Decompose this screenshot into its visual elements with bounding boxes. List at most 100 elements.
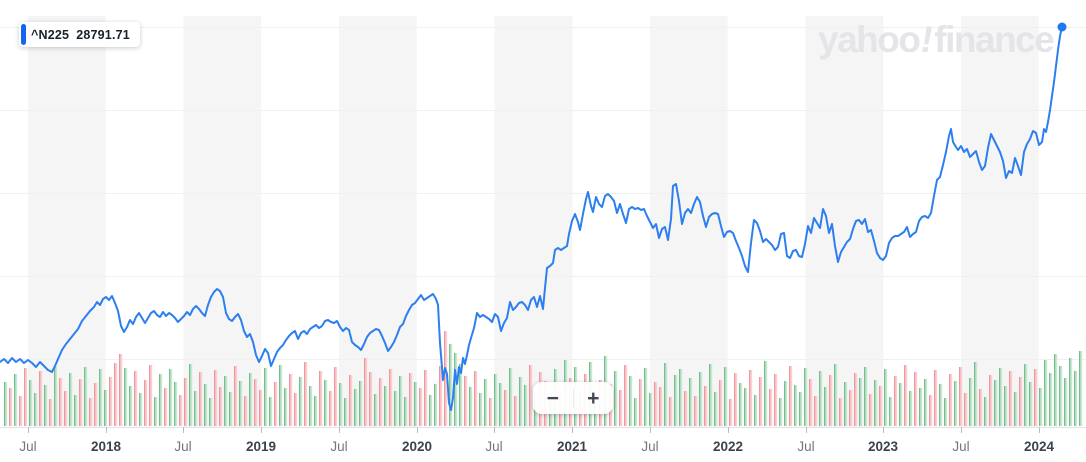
x-axis-labels: Jul 2018 Jul 2019 Jul 2020 Jul 2021 Jul 2022 Jul 20… xyxy=(19,439,1054,454)
x-axis-label: 2018 xyxy=(91,439,122,454)
volume-bar-highlight xyxy=(685,391,688,426)
volume-bar-highlight xyxy=(435,384,438,426)
volume-bar-highlight xyxy=(380,378,383,426)
volume-bar-highlight xyxy=(505,390,508,426)
volume-bar xyxy=(774,374,776,426)
volume-bar-highlight xyxy=(700,372,703,426)
volume-bar xyxy=(214,370,216,426)
volume-bar xyxy=(1079,351,1081,426)
volume-bar xyxy=(839,398,841,426)
volume-bar-highlight xyxy=(1065,378,1068,426)
volume-bar-highlight xyxy=(780,398,783,426)
background-stripe xyxy=(494,16,573,427)
x-axis-ticks xyxy=(28,427,1040,433)
volume-bar xyxy=(964,393,966,426)
volume-bar xyxy=(159,374,161,426)
volume-bar xyxy=(299,377,301,426)
volume-bar-highlight xyxy=(1030,382,1033,426)
volume-bar xyxy=(114,363,116,426)
zoom-controls-divider xyxy=(572,388,574,408)
volume-bar-highlight xyxy=(525,385,528,426)
volume-bar-highlight xyxy=(100,369,103,426)
volume-bar xyxy=(84,367,86,426)
volume-bar xyxy=(884,369,886,426)
volume-bar-highlight xyxy=(970,378,973,426)
volume-bar-highlight xyxy=(10,388,13,426)
volume-bar xyxy=(319,371,321,426)
volume-bar xyxy=(369,372,371,426)
volume-bar-highlight xyxy=(390,369,393,426)
volume-bar xyxy=(794,385,796,426)
volume-bar-highlight xyxy=(415,382,418,426)
volume-bar-highlight xyxy=(955,381,958,426)
volume-bar-highlight xyxy=(90,398,93,426)
volume-bar-highlight xyxy=(185,378,188,426)
volume-bar xyxy=(819,371,821,426)
volume-bar-highlight xyxy=(1015,392,1018,426)
volume-bar-highlight xyxy=(55,366,58,426)
volume-bar-highlight xyxy=(830,375,833,426)
volume-bar xyxy=(959,367,961,426)
volume-bar xyxy=(419,388,421,426)
volume-bar xyxy=(394,391,396,426)
volume-bar xyxy=(919,388,921,426)
volume-bar xyxy=(399,376,401,426)
volume-bar xyxy=(704,386,706,426)
volume-bar xyxy=(614,371,616,426)
volume-bar-highlight xyxy=(465,376,468,426)
volume-bar xyxy=(349,375,351,426)
last-price-dot xyxy=(1057,22,1067,32)
zoom-in-button[interactable]: + xyxy=(573,382,613,414)
volume-bar xyxy=(629,376,631,426)
volume-bar xyxy=(969,378,971,426)
volume-bar-highlight xyxy=(480,393,483,426)
volume-bar xyxy=(279,365,281,426)
volume-bar xyxy=(719,380,721,426)
volume-bar xyxy=(949,374,951,426)
volume-bar-highlight xyxy=(275,382,278,426)
volume-bar xyxy=(464,376,466,426)
volume-bar xyxy=(54,366,56,426)
volume-bar-highlight xyxy=(175,382,178,426)
volume-bar xyxy=(754,395,756,426)
volume-bar xyxy=(1064,378,1066,426)
volume-bar-highlight xyxy=(935,370,938,426)
volume-bar-highlight xyxy=(940,384,943,426)
volume-bar xyxy=(444,331,446,426)
volume-bar-highlight xyxy=(325,380,328,426)
volume-bar-highlight xyxy=(345,398,348,426)
volume-bar xyxy=(904,365,906,426)
axis-tick-mark xyxy=(417,427,418,433)
volume-bar-highlight xyxy=(870,394,873,426)
volume-bar xyxy=(234,366,236,426)
volume-bar-highlight xyxy=(290,374,293,426)
volume-bar-highlight xyxy=(150,365,153,426)
volume-bar-highlight xyxy=(1055,354,1058,426)
volume-bar-highlight xyxy=(285,388,288,426)
volume-bar-highlight xyxy=(660,387,663,426)
gridline xyxy=(0,276,1086,277)
x-axis-label: Jul xyxy=(19,439,36,454)
volume-bar xyxy=(354,389,356,426)
volume-bar xyxy=(229,392,231,426)
volume-bar xyxy=(664,363,666,426)
volume-bar-highlight xyxy=(265,368,268,426)
volume-bar-highlight xyxy=(865,367,868,426)
logo-finance-text: finance xyxy=(934,19,1055,60)
volume-bar-highlight xyxy=(330,391,333,426)
volume-bar xyxy=(169,369,171,426)
volume-bar-highlight xyxy=(650,393,653,426)
volume-bar-highlight xyxy=(1050,373,1053,426)
volume-bar xyxy=(29,380,31,426)
volume-bar-highlight xyxy=(665,363,668,426)
volume-bar xyxy=(104,390,106,426)
volume-bar xyxy=(259,390,261,426)
volume-bar-highlight xyxy=(235,366,238,426)
volume-bar xyxy=(634,398,636,426)
zoom-out-button[interactable]: − xyxy=(533,382,573,414)
volume-bar-highlight xyxy=(975,362,978,426)
price-line xyxy=(0,26,1063,411)
volume-bar xyxy=(314,396,316,426)
volume-bar-highlight xyxy=(310,386,313,426)
volume-bar-highlight xyxy=(225,376,228,426)
